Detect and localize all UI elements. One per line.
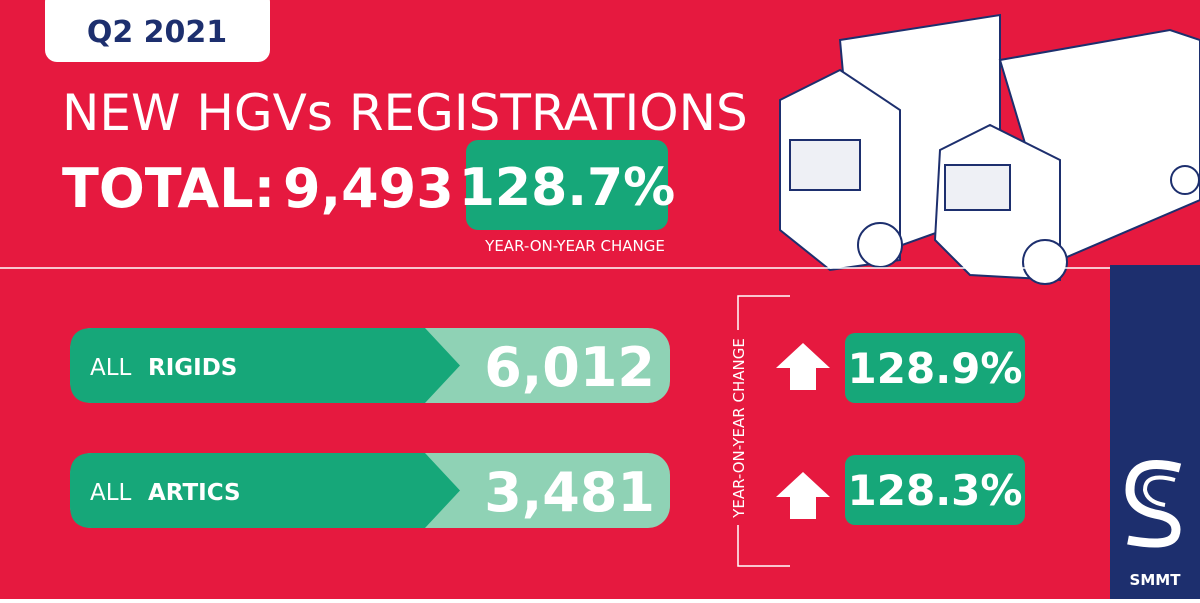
change-label: YEAR-ON-YEAR CHANGE bbox=[484, 237, 665, 255]
row-prefix: ALL bbox=[90, 480, 132, 506]
row-change: 128.3% bbox=[848, 466, 1023, 515]
total-change: 128.7% bbox=[459, 158, 676, 218]
up-arrow bbox=[776, 343, 830, 390]
row: ALL ARTICS 3,481 128.3% bbox=[70, 453, 1025, 528]
total-value: 9,493 bbox=[283, 157, 454, 220]
logo-text: SMMT bbox=[1130, 571, 1182, 589]
row-name: RIGIDS bbox=[148, 355, 237, 381]
period: Q2 2021 bbox=[87, 15, 227, 50]
navy-strip bbox=[1110, 265, 1200, 599]
trucks bbox=[779, 13, 1200, 285]
change-box bbox=[845, 455, 1025, 525]
side-label: YEAR-ON-YEAR CHANGE bbox=[730, 338, 748, 519]
row: ALL RIGIDS 6,012 128.9% bbox=[70, 328, 1025, 403]
row-value: 3,481 bbox=[484, 461, 655, 524]
up-arrow bbox=[776, 472, 830, 519]
row-bar-dark bbox=[70, 328, 460, 403]
total-label: TOTAL: bbox=[62, 157, 275, 220]
period-tab bbox=[45, 0, 270, 62]
change-box bbox=[845, 333, 1025, 403]
row-value: 6,012 bbox=[484, 336, 655, 399]
title: NEW HGVs REGISTRATIONS bbox=[62, 84, 748, 142]
row-prefix: ALL bbox=[90, 355, 132, 381]
row-name: ARTICS bbox=[148, 480, 241, 506]
total-change-box bbox=[466, 140, 668, 230]
row-bar-dark bbox=[70, 453, 460, 528]
logo bbox=[1125, 460, 1182, 548]
bracket bbox=[737, 295, 790, 567]
row-change: 128.9% bbox=[848, 344, 1023, 393]
